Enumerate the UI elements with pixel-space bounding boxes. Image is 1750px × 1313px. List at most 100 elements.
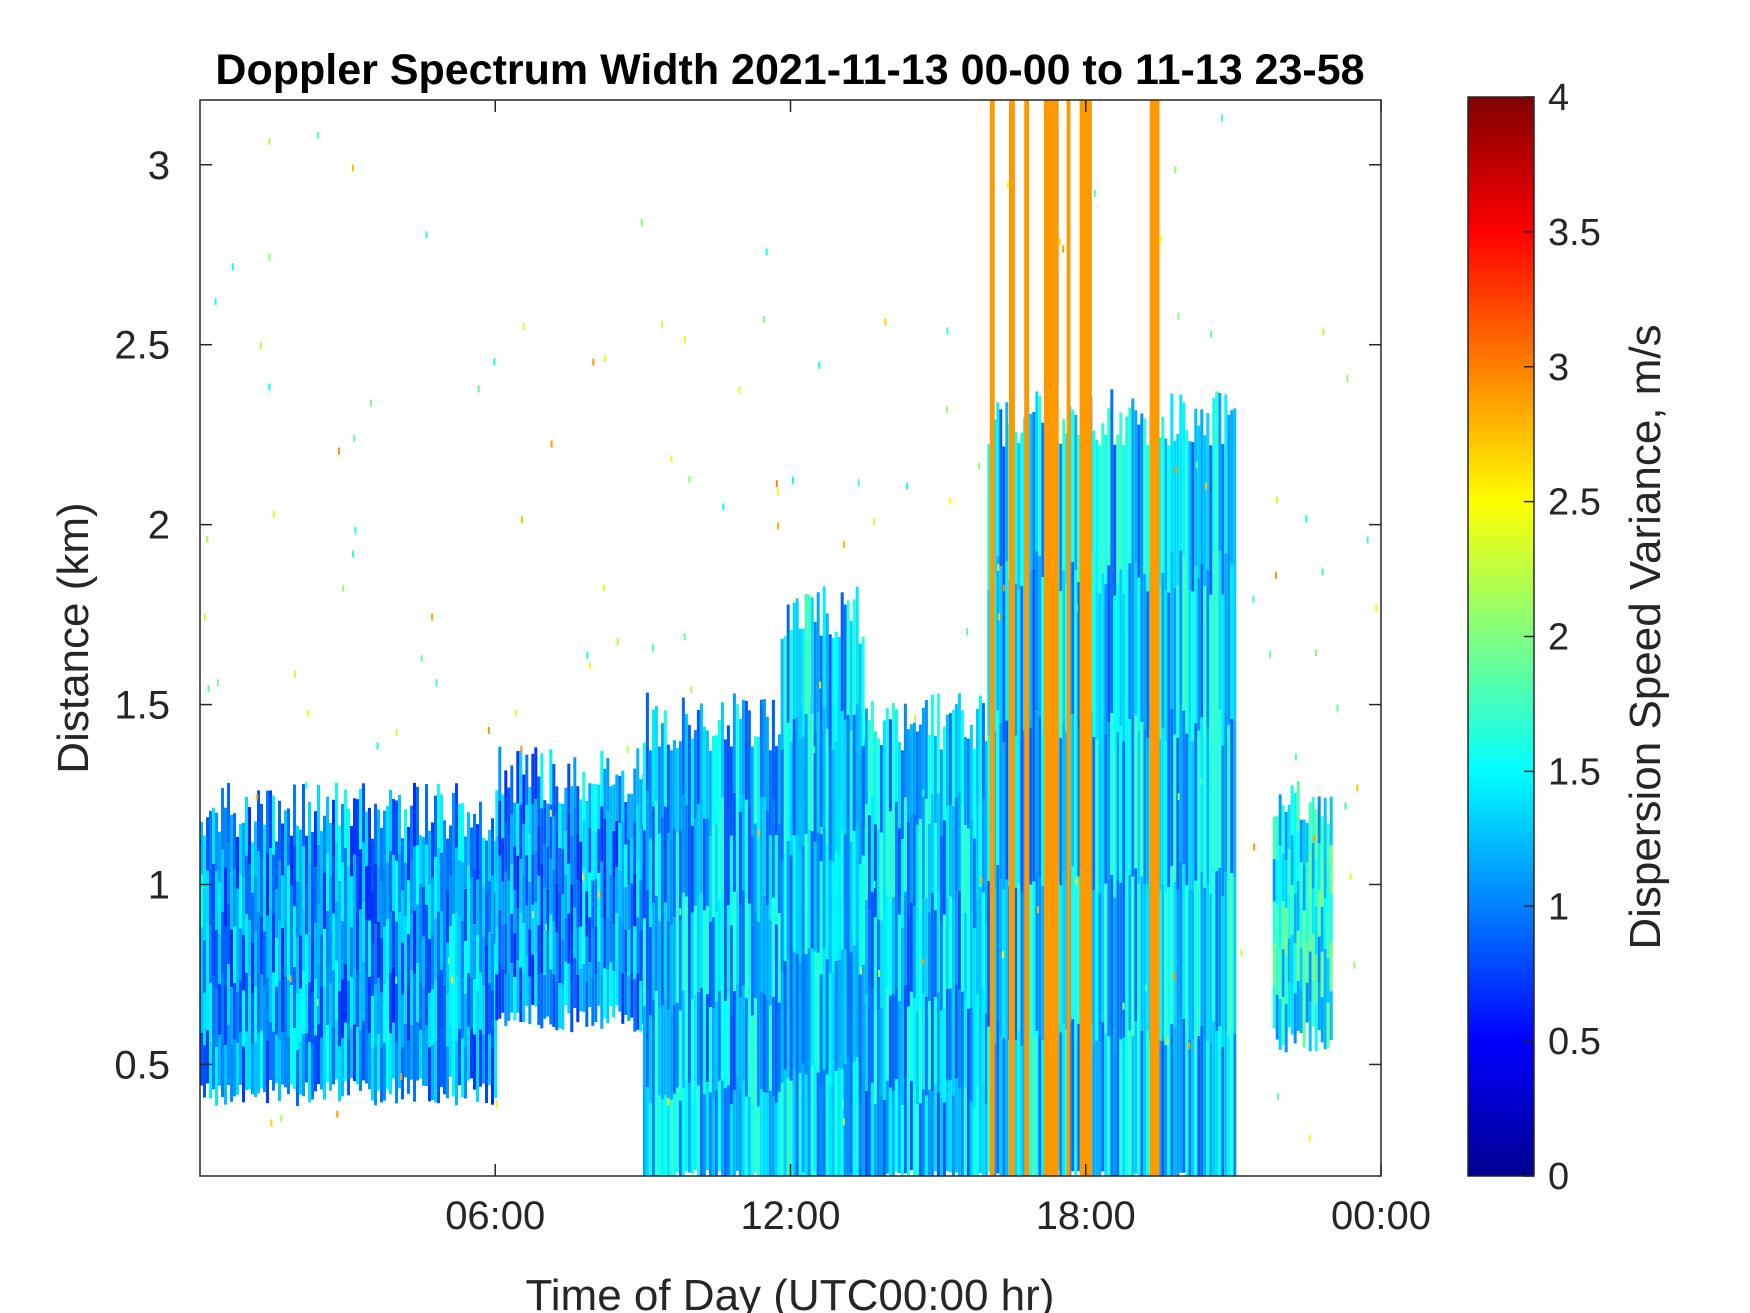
data-cell (621, 770, 625, 822)
data-cell (1290, 785, 1294, 836)
data-cell (1131, 717, 1135, 877)
speckle (667, 1098, 670, 1106)
speckle (270, 1119, 273, 1127)
data-cell (723, 1001, 727, 1089)
data-cell (1314, 954, 1318, 1003)
data-cell (789, 742, 793, 856)
data-cell (543, 843, 547, 888)
data-cell (735, 703, 739, 798)
data-cell (1293, 843, 1297, 894)
x-tick-label: 06:00 (445, 1194, 545, 1238)
data-cell (933, 997, 937, 1085)
data-cell (1107, 408, 1111, 566)
data-cell (1062, 873, 1066, 1025)
data-cell (221, 973, 224, 1036)
data-cell (1233, 408, 1237, 565)
data-cell (491, 818, 494, 876)
data-cell (473, 814, 476, 870)
data-cell (798, 1073, 802, 1176)
data-cell (738, 904, 742, 998)
data-cell (951, 902, 955, 999)
data-cell (326, 853, 329, 911)
data-cell (1194, 566, 1198, 724)
data-cell (1107, 1036, 1111, 1176)
data-cell (221, 849, 224, 912)
data-cell (846, 1058, 850, 1173)
data-cell (290, 935, 293, 985)
data-cell (314, 1035, 317, 1092)
data-cell (434, 795, 437, 857)
speckle (777, 522, 780, 530)
data-cell (909, 724, 913, 814)
data-cell (488, 932, 491, 984)
data-cell (525, 804, 529, 856)
data-cell (1158, 890, 1162, 1041)
data-cell (221, 1035, 224, 1098)
data-region (1272, 781, 1333, 1053)
data-cell (1272, 986, 1276, 1029)
data-cell (711, 1098, 715, 1176)
data-cell (311, 1045, 314, 1100)
data-cell (903, 1079, 907, 1174)
data-cell (615, 959, 619, 1006)
data-cell (828, 860, 832, 973)
data-cell (630, 928, 634, 973)
data-cell (332, 970, 335, 1028)
data-cell (473, 979, 476, 1035)
data-cell (494, 1046, 497, 1098)
data-cell (374, 803, 377, 864)
speckle (813, 746, 816, 754)
data-cell (879, 1095, 883, 1176)
data-cell (726, 995, 730, 1086)
data-cell (807, 830, 811, 948)
data-cell (579, 841, 583, 885)
data-cell (461, 862, 464, 921)
data-cell (299, 988, 302, 1042)
data-cell (1059, 885, 1063, 1033)
data-cell (678, 741, 682, 831)
data-cell (1311, 842, 1315, 889)
data-cell (467, 973, 470, 1027)
data-cell (1212, 709, 1216, 866)
data-cell (969, 725, 973, 820)
data-cell (1185, 885, 1189, 1038)
data-cell (467, 865, 470, 920)
data-cell (1278, 998, 1282, 1050)
data-cell (573, 807, 577, 858)
data-cell (1113, 1048, 1117, 1176)
data-cell (837, 960, 841, 1068)
data-cell (485, 893, 488, 946)
data-cell (696, 897, 700, 992)
data-cell (1278, 845, 1282, 897)
data-cell (696, 803, 700, 898)
data-cell (434, 857, 437, 919)
data-cell (798, 628, 802, 740)
data-cell (215, 929, 218, 989)
data-cell (1200, 409, 1204, 564)
data-cell (843, 1064, 847, 1176)
data-cell (254, 1041, 257, 1097)
data-cell (918, 913, 922, 1009)
data-cell (1206, 570, 1210, 728)
data-cell (954, 891, 958, 985)
data-cell (783, 852, 787, 962)
data-cell (855, 704, 859, 822)
data-cell (924, 1095, 928, 1176)
data-cell (1326, 913, 1330, 959)
data-cell (404, 916, 407, 971)
data-cell (963, 912, 967, 1001)
data-cell (209, 1040, 212, 1099)
data-cell (684, 988, 688, 1080)
data-cell (1302, 956, 1306, 1002)
data-cell (1041, 422, 1045, 578)
data-cell (278, 1041, 281, 1101)
data-cell (510, 864, 514, 914)
data-cell (308, 982, 311, 1043)
data-cell (705, 906, 709, 995)
speckle (859, 967, 862, 975)
data-cell (1095, 590, 1099, 741)
data-cell (482, 1034, 485, 1084)
data-cell (963, 1000, 967, 1089)
high-variance-streak (989, 100, 995, 1176)
data-cell (531, 954, 535, 1005)
